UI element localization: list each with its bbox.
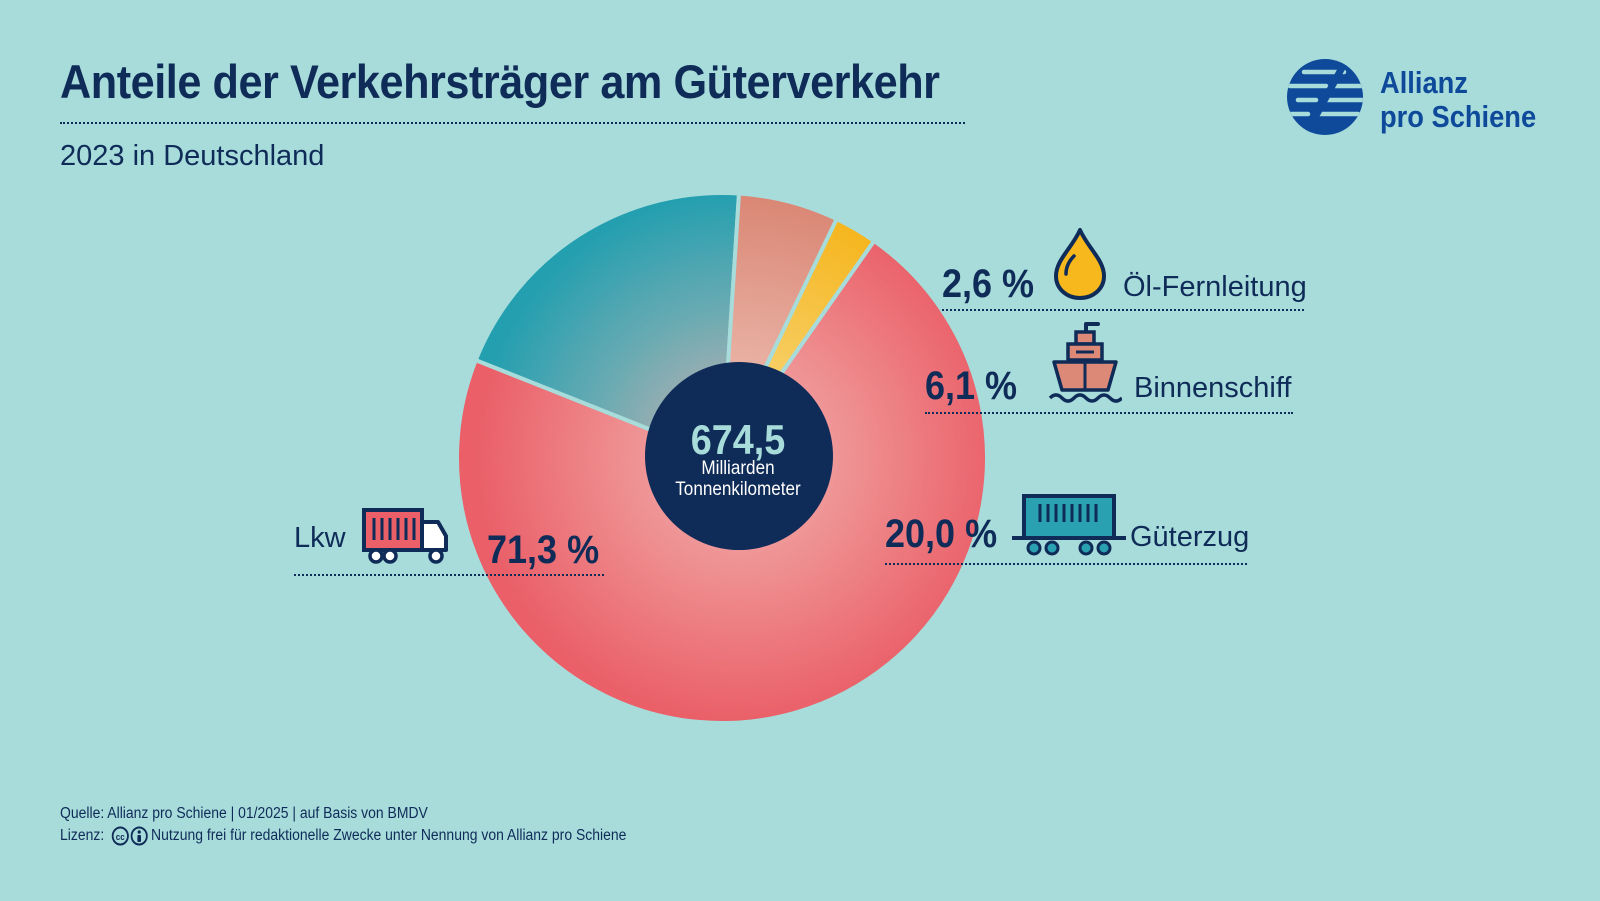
center-unit-line1: Milliarden <box>701 458 775 479</box>
allianz-logo-icon <box>1287 59 1363 135</box>
center-unit-line2: Tonnenkilometer <box>675 479 801 500</box>
chart-subtitle: 2023 in Deutschland <box>60 140 325 172</box>
center-total-unit: Milliarden Tonnenkilometer <box>657 458 819 500</box>
truck-icon <box>362 508 448 564</box>
train-name-label: Güterzug <box>1130 521 1250 553</box>
oil-percent-label: 2,6 % <box>942 262 1035 306</box>
oil-leader-line <box>942 309 1304 311</box>
license-text: Nutzung frei für redaktionelle Zwecke un… <box>151 827 627 845</box>
svg-text:cc: cc <box>116 832 125 843</box>
train-percent-label: 20,0 % <box>885 512 998 556</box>
center-circle <box>645 362 833 550</box>
license-label: Lizenz: <box>60 827 105 845</box>
center-total-value: 674,5 <box>690 416 786 463</box>
cc-icon: cc <box>111 826 129 846</box>
title-divider <box>60 122 965 124</box>
ship-name-label: Binnenschiff <box>1134 372 1292 404</box>
train-leader-line <box>885 563 1247 565</box>
source-note: Quelle: Allianz pro Schiene | 01/2025 | … <box>60 805 428 822</box>
by-icon <box>130 826 148 846</box>
freight-wagon-icon <box>1012 494 1126 556</box>
license-note: Lizenz: cc Nutzung frei für redaktionell… <box>60 826 626 846</box>
logo-line2: pro Schiene <box>1380 99 1537 134</box>
logo-text: Allianz pro Schiene <box>1380 66 1536 134</box>
ship-icon <box>1048 322 1122 403</box>
chart-title: Anteile der Verkehrsträger am Güterverke… <box>60 55 940 108</box>
oil-name-label: Öl-Fernleitung <box>1123 271 1307 303</box>
truck-leader-line <box>294 574 604 576</box>
truck-percent-label: 71,3 % <box>487 528 600 572</box>
ship-leader-line <box>925 412 1293 414</box>
oil-drop-icon <box>1054 228 1106 300</box>
ship-percent-label: 6,1 % <box>925 364 1018 408</box>
logo-line1: Allianz <box>1380 65 1468 100</box>
truck-name-label: Lkw <box>294 522 346 554</box>
